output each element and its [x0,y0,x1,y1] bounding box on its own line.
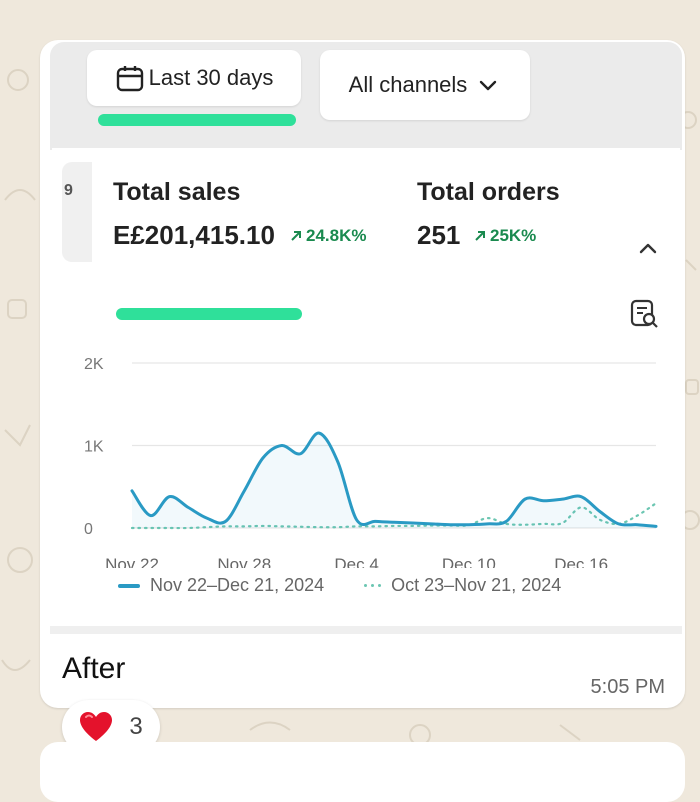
total-sales-value: E£201,415.10 [113,220,275,250]
series-previous-line [130,502,658,530]
highlight-total-sales [116,308,302,320]
report-search-icon[interactable] [628,298,660,330]
section-divider [50,626,682,634]
filter-bar: Last 30 days All channels [50,42,682,150]
total-sales-label: Total sales [113,178,241,206]
message-bubble: Last 30 days All channels 9 Total sales … [40,40,685,708]
analytics-card: 9 Total sales E£201,415.10 24.8K% Total … [52,148,680,626]
total-orders-change-value: 25K% [490,226,537,245]
legend-current-item: Nov 22–Dec 21, 2024 [118,575,324,596]
channel-select[interactable]: All channels [320,50,530,120]
date-range-label: Last 30 days [148,65,274,90]
left-tab-glyph: 9 [64,182,73,199]
legend-previous-item: Oct 23–Nov 21, 2024 [364,575,561,596]
arrow-up-right-icon [475,231,485,241]
arrow-up-right-icon [291,231,301,241]
left-tab[interactable]: 9 [62,162,92,262]
total-orders-value: 251 [417,220,461,250]
series-current-area [132,433,656,528]
y-tick-label: 0 [84,521,93,538]
total-orders-label: Total orders [417,178,560,206]
next-message-bubble [40,742,685,802]
legend-current-label: Nov 22–Dec 21, 2024 [150,575,325,595]
chevron-down-icon [480,80,497,91]
total-orders-change: 25K% [474,226,536,246]
series-current-line [130,431,658,528]
x-tick-label: Dec 4 [334,555,378,568]
message-caption: After [62,652,126,685]
sales-line-chart: 2K 1K 0 Nov 22 Nov 28 Dec 4 Dec 10 Dec 16 [84,356,658,568]
date-range-button[interactable]: Last 30 days [87,50,301,106]
x-tick-label: Nov 22 [105,555,159,568]
x-tick-label: Dec 10 [442,555,496,568]
legend-solid-swatch [118,583,140,588]
y-tick-label: 1K [84,439,104,456]
x-tick-label: Nov 28 [217,555,271,568]
channel-label: All channels [348,72,468,97]
legend-previous-label: Oct 23–Nov 21, 2024 [391,575,562,595]
reaction-count: 3 [129,713,143,740]
chevron-up-icon[interactable] [634,234,662,262]
legend-dotted-swatch [364,584,382,587]
y-tick-label: 2K [84,356,104,373]
message-time: 5:05 PM [590,676,665,698]
x-tick-label: Dec 16 [554,555,608,568]
highlight-date-range [98,114,296,126]
calendar-icon [116,66,143,92]
total-sales-change: 24.8K% [290,226,366,246]
heart-icon [80,712,113,741]
chat-wallpaper [1,69,700,746]
chart-legend: Nov 22–Dec 21, 2024 Oct 23–Nov 21, 2024 [118,575,561,596]
total-sales-change-value: 24.8K% [306,226,367,245]
